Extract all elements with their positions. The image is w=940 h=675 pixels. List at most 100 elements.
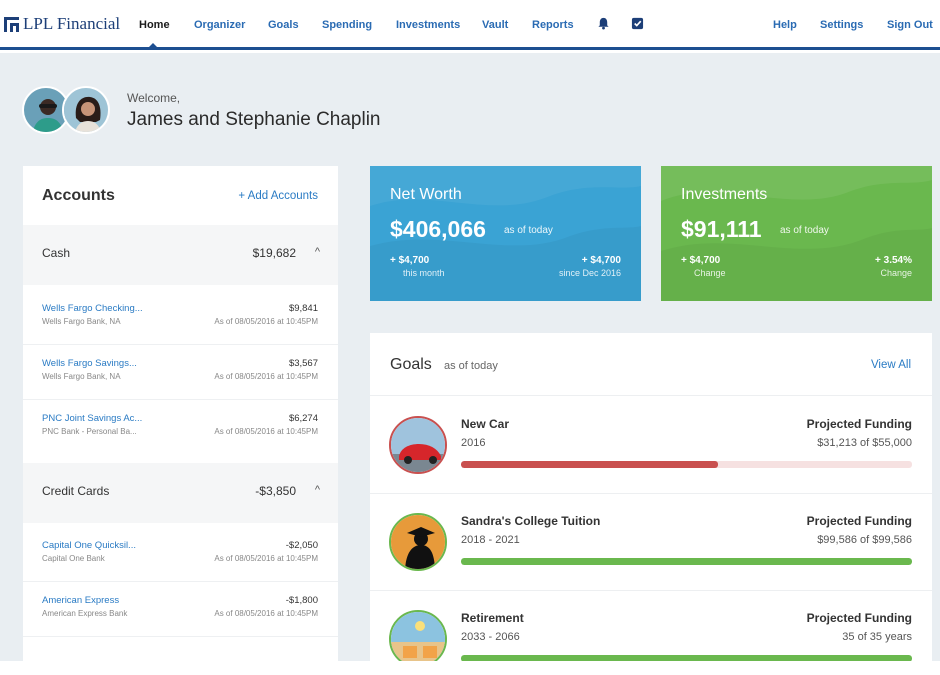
account-row[interactable]: Wells Fargo Checking... Wells Fargo Bank… bbox=[23, 290, 338, 345]
goal-progress-fill bbox=[461, 655, 912, 661]
account-updated: As of 08/05/2016 at 10:45PM bbox=[214, 372, 318, 381]
bell-icon[interactable] bbox=[597, 17, 610, 30]
since-change-label: since Dec 2016 bbox=[558, 268, 621, 278]
goal-progress-fill bbox=[461, 461, 719, 468]
goal-progress-bar bbox=[461, 558, 912, 565]
brand-name: LPL Financial bbox=[23, 14, 121, 33]
nav-investments[interactable]: Investments bbox=[396, 19, 461, 31]
account-bank: American Express Bank bbox=[42, 609, 128, 618]
as-of-label: as of today bbox=[780, 225, 829, 236]
monthly-change-label: this month bbox=[403, 268, 445, 278]
goal-funding-amount: $31,213 of $55,000 bbox=[817, 437, 912, 449]
active-tab-indicator bbox=[149, 43, 157, 47]
goal-funding-label: Projected Funding bbox=[806, 611, 912, 625]
goal-item-new-car[interactable]: New Car 2016 Projected Funding $31,213 o… bbox=[370, 396, 932, 493]
investments-value: $91,111 bbox=[681, 216, 762, 242]
account-row[interactable]: American Express American Express Bank -… bbox=[23, 582, 338, 637]
goals-as-of: as of today bbox=[444, 360, 498, 372]
account-group-credit-cards[interactable]: Credit Cards -$3,850 ^ bbox=[23, 463, 338, 523]
car-image bbox=[389, 416, 447, 474]
group-total: $19,682 bbox=[252, 246, 296, 260]
goal-item-retirement[interactable]: Retirement 2033 - 2066 Projected Funding… bbox=[370, 590, 932, 661]
account-group-cash[interactable]: Cash $19,682 ^ bbox=[23, 225, 338, 285]
nav-vault[interactable]: Vault bbox=[482, 19, 509, 31]
account-amount: $6,274 bbox=[288, 413, 318, 424]
account-name[interactable]: American Express bbox=[42, 595, 120, 606]
account-row[interactable]: Wells Fargo Savings... Wells Fargo Bank,… bbox=[23, 345, 338, 400]
account-bank: PNC Bank - Personal Ba... bbox=[42, 427, 137, 436]
goal-progress-fill bbox=[461, 558, 912, 565]
account-amount: $3,567 bbox=[288, 358, 318, 369]
nav-organizer[interactable]: Organizer bbox=[194, 19, 246, 31]
account-updated: As of 08/05/2016 at 10:45PM bbox=[214, 317, 318, 326]
nav-settings[interactable]: Settings bbox=[820, 19, 864, 31]
goal-progress-bar bbox=[461, 655, 912, 661]
welcome-label: Welcome, bbox=[127, 91, 181, 105]
account-bank: Capital One Bank bbox=[42, 554, 105, 563]
account-bank: Wells Fargo Bank, NA bbox=[42, 372, 121, 381]
divider bbox=[370, 395, 932, 396]
account-updated: As of 08/05/2016 at 10:45PM bbox=[214, 609, 318, 618]
goal-name: Sandra's College Tuition bbox=[461, 514, 601, 528]
account-amount: -$2,050 bbox=[285, 540, 318, 551]
as-of-label: as of today bbox=[504, 225, 553, 236]
group-name: Credit Cards bbox=[42, 484, 110, 498]
avatar-stephanie[interactable] bbox=[62, 86, 110, 134]
accounts-panel: Accounts + Add Accounts Cash $19,682 ^ W… bbox=[23, 166, 338, 661]
nav-goals[interactable]: Goals bbox=[268, 19, 299, 31]
account-name[interactable]: Wells Fargo Savings... bbox=[42, 358, 137, 369]
account-row[interactable]: PNC Joint Savings Ac... PNC Bank - Perso… bbox=[23, 400, 338, 455]
nav-help[interactable]: Help bbox=[773, 19, 797, 31]
card-title: Net Worth bbox=[390, 186, 462, 203]
monthly-change-value: + $4,700 bbox=[390, 255, 430, 266]
nav-reports[interactable]: Reports bbox=[532, 19, 574, 31]
nav-spending[interactable]: Spending bbox=[322, 19, 373, 31]
lpl-logo-icon bbox=[4, 16, 19, 32]
card-wave-background bbox=[661, 166, 932, 301]
account-name[interactable]: Capital One Quicksil... bbox=[42, 540, 136, 551]
card-title: Investments bbox=[681, 186, 768, 203]
investments-card[interactable]: Investments $91,111 as of today + $4,700… bbox=[661, 166, 932, 301]
card-wave-background bbox=[370, 166, 641, 301]
goals-title: Goals bbox=[390, 356, 432, 373]
account-updated: As of 08/05/2016 at 10:45PM bbox=[214, 554, 318, 563]
net-worth-card[interactable]: Net Worth $406,066 as of today + $4,700 … bbox=[370, 166, 641, 301]
account-name[interactable]: PNC Joint Savings Ac... bbox=[42, 413, 143, 424]
goal-years: 2033 - 2066 bbox=[461, 631, 520, 643]
goal-item-college-tuition[interactable]: Sandra's College Tuition 2018 - 2021 Pro… bbox=[370, 493, 932, 590]
chevron-up-icon[interactable]: ^ bbox=[314, 484, 320, 496]
goal-name: New Car bbox=[461, 417, 510, 431]
group-name: Cash bbox=[42, 246, 71, 260]
goal-years: 2016 bbox=[461, 437, 486, 449]
page-bottom-edge bbox=[0, 661, 940, 675]
group-total: -$3,850 bbox=[255, 484, 296, 498]
brand-logo[interactable]: LPL Financial bbox=[4, 14, 120, 34]
checkbox-icon[interactable] bbox=[631, 17, 644, 30]
investment-change-value: + $4,700 bbox=[681, 255, 721, 266]
view-all-goals-link[interactable]: View All bbox=[870, 359, 911, 371]
chevron-up-icon[interactable]: ^ bbox=[314, 246, 320, 258]
investment-percent-label: Change bbox=[880, 268, 912, 278]
user-name: James and Stephanie Chaplin bbox=[127, 109, 381, 130]
dashboard: Welcome, James and Stephanie Chaplin Acc… bbox=[0, 53, 940, 661]
account-updated: As of 08/05/2016 at 10:45PM bbox=[214, 427, 318, 436]
beach-image bbox=[389, 610, 447, 661]
goal-funding-amount: $99,586 of $99,586 bbox=[817, 534, 912, 546]
goal-progress-bar bbox=[461, 461, 912, 468]
nav-sign-out[interactable]: Sign Out bbox=[887, 19, 933, 31]
account-amount: -$1,800 bbox=[285, 595, 318, 606]
divider bbox=[370, 493, 932, 494]
account-bank: Wells Fargo Bank, NA bbox=[42, 317, 121, 326]
since-change-value: + $4,700 bbox=[581, 255, 621, 266]
investment-change-label: Change bbox=[694, 268, 726, 278]
investment-change-percent: + 3.54% bbox=[875, 255, 912, 266]
account-name[interactable]: Wells Fargo Checking... bbox=[42, 303, 143, 314]
accounts-title: Accounts bbox=[42, 187, 115, 204]
account-amount: $9,841 bbox=[288, 303, 318, 314]
account-row[interactable]: Capital One Quicksil... Capital One Bank… bbox=[23, 527, 338, 582]
add-accounts-link[interactable]: + Add Accounts bbox=[238, 190, 318, 202]
nav-home[interactable]: Home bbox=[139, 19, 170, 31]
divider bbox=[370, 590, 932, 591]
goal-funding-label: Projected Funding bbox=[806, 514, 912, 528]
top-nav: LPL Financial Home Organizer Goals Spend… bbox=[0, 0, 940, 50]
